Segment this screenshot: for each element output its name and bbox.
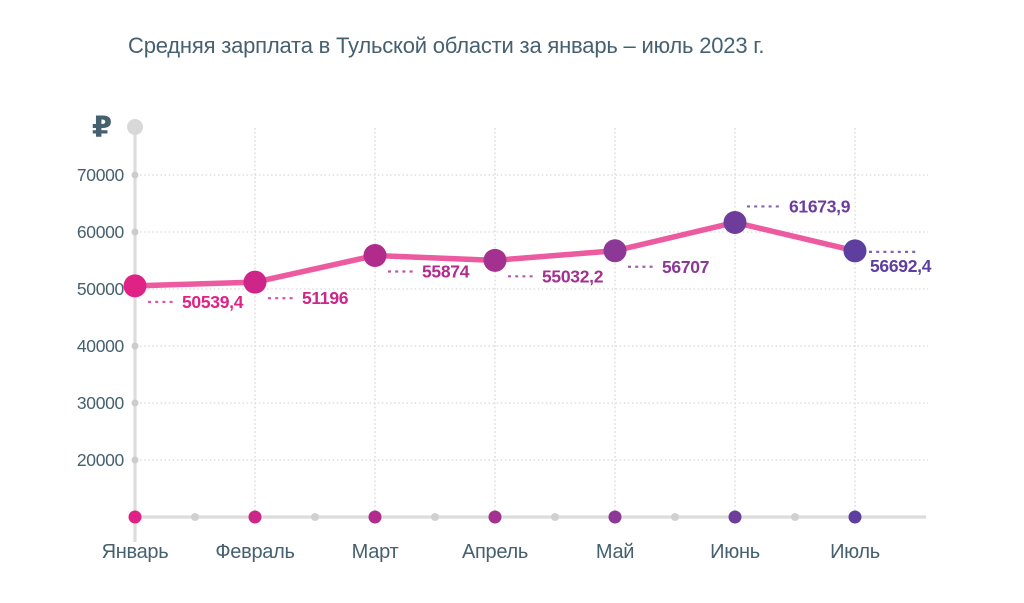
x-axis-label-3: Март [352,541,399,563]
x-axis-mid-dot-2 [311,513,319,521]
chart-title: Средняя зарплата в Тульской области за я… [128,33,765,58]
data-point-2 [243,270,267,294]
y-tick-label-20000: 20000 [77,450,125,470]
value-label-7: 56692,4 [870,256,932,276]
y-tick-label-60000: 60000 [77,222,125,242]
data-point-5 [603,239,627,263]
y-tick-label-70000: 70000 [77,165,125,185]
x-axis-point-3 [368,510,382,524]
x-axis-point-1 [128,510,142,524]
x-axis-mid-dot-1 [191,513,199,521]
x-axis-mid-dot-5 [671,513,679,521]
y-tick-dot-20000 [131,456,139,464]
value-label-3: 55874 [422,262,470,282]
x-axis-label-5: Май [596,541,634,563]
value-label-2: 51196 [302,288,349,308]
data-point-6 [723,210,747,234]
x-axis-point-5 [608,510,622,524]
ruble-currency-label: ₽ [91,110,113,144]
x-axis-point-7 [848,510,862,524]
x-axis-point-2 [248,510,262,524]
data-point-3 [363,244,387,268]
value-label-6: 61673,9 [789,196,851,216]
value-label-1: 50539,4 [182,292,244,312]
x-axis-label-1: Январь [102,541,169,563]
x-axis-label-2: Февраль [215,541,294,563]
y-tick-label-50000: 50000 [77,279,125,299]
x-axis-label-6: Июнь [710,541,760,563]
y-tick-dot-30000 [131,399,139,407]
data-point-1 [123,274,147,298]
x-axis-point-6 [728,510,742,524]
x-axis-mid-dot-4 [551,513,559,521]
value-label-4: 55032,2 [542,266,604,286]
y-tick-dot-60000 [131,228,139,236]
y-axis-top-dot [127,119,143,135]
x-axis-mid-dot-6 [791,513,799,521]
y-tick-dot-70000 [131,171,139,179]
x-axis-label-4: Апрель [462,541,528,563]
y-tick-label-30000: 30000 [77,393,125,413]
data-point-4 [483,248,507,272]
x-axis-point-4 [488,510,502,524]
value-label-5: 56707 [662,257,709,277]
x-axis-mid-dot-3 [431,513,439,521]
y-tick-dot-40000 [131,342,139,350]
x-axis-label-7: Июль [830,541,880,563]
y-tick-label-40000: 40000 [77,336,125,356]
data-point-7 [843,239,867,263]
